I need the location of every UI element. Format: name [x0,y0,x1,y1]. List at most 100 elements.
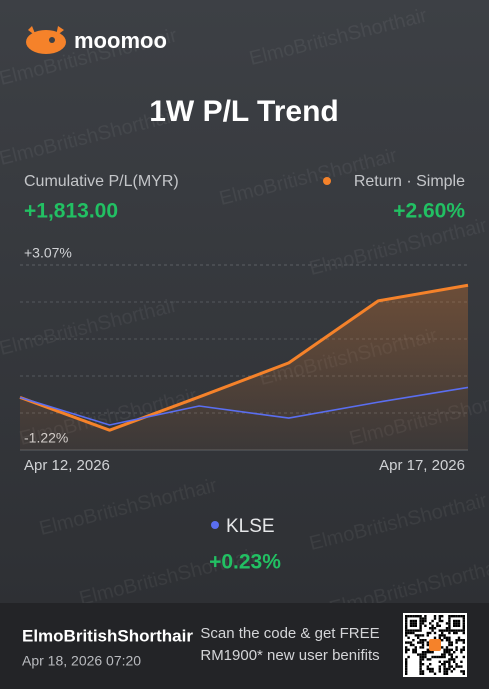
qr-module [448,624,451,627]
qr-module [457,636,461,639]
qr-module [405,617,408,620]
qr-module [412,629,415,632]
qr-module [419,634,422,637]
qr-module [407,636,410,639]
qr-module [419,667,422,671]
qr-module [443,648,446,651]
qr-module [419,615,422,618]
qr-module [453,615,456,618]
qr-module [419,619,422,623]
qr-module [438,629,441,632]
qr-module [443,636,446,639]
series-change: +2.60% [393,200,465,223]
qr-module [453,667,456,671]
qr-module [455,629,458,632]
qr-module [457,615,461,618]
qr-module [419,629,422,632]
timestamp: Apr 18, 2026 07:20 [22,653,141,669]
qr-module [409,619,413,623]
qr-module [450,665,453,668]
qr-code[interactable] [403,613,467,677]
qr-module [405,634,408,637]
qr-module [448,643,451,647]
qr-module [462,631,465,635]
qr-module [414,619,417,623]
logo [26,26,66,54]
qr-module [433,672,437,675]
qr-module [457,624,461,627]
qr-module [448,660,451,663]
qr-module [433,615,437,618]
qr-module [445,670,449,673]
qr-module [429,622,432,625]
qr-module [429,658,432,661]
qr-module [421,670,425,673]
qr-module [443,660,446,663]
qr-module [445,639,449,642]
qr-module [438,655,441,659]
qr-module [441,639,444,642]
qr-module [460,629,463,632]
qr-module [436,624,439,627]
qr-module [424,655,427,659]
qr-module [460,665,463,668]
qr-module [460,660,463,663]
qr-module [424,615,427,618]
series-change: +0.23% [209,551,281,574]
qr-module [455,648,458,651]
qr-module [405,660,408,663]
qr-module [426,648,429,651]
qr-module [421,641,425,644]
qr-module [441,615,444,618]
qr-module [462,670,465,673]
area [20,285,468,450]
qr-module [438,615,441,618]
qr-module [431,655,434,659]
qr-module [455,655,458,659]
qr-module [424,653,427,656]
legend-label: KLSE [226,516,275,537]
qr-module [419,670,422,673]
qr-module [429,663,432,666]
qr-module [414,648,417,651]
qr-module [431,667,434,671]
qr-module [424,651,427,654]
qr-logo [429,639,441,651]
qr-module [443,667,446,671]
qr-module [457,629,461,632]
qr-module [433,617,437,620]
qr-module [433,655,437,659]
qr-module [462,619,465,623]
qr-module [443,651,446,654]
qr-module [445,646,449,649]
qr-module [455,619,458,623]
qr-module [414,622,417,625]
qr-module [450,670,453,673]
qr-module [455,631,458,635]
qr-module [405,648,408,651]
x-tick-label: Apr 12, 2026 [24,457,110,474]
qr-module [448,631,451,635]
qr-module [419,622,422,625]
qr-module [448,667,451,671]
qr-module [405,670,408,673]
qr-module [409,615,413,618]
qr-module [450,648,453,651]
qr-module [462,655,465,659]
qr-module [462,627,465,630]
qr-module [443,672,446,675]
qr-module [453,658,456,661]
qr-module [419,627,422,630]
qr-module [462,617,465,620]
qr-module [405,631,408,635]
qr-module [455,622,458,625]
qr-module [460,639,463,642]
qr-module [419,672,422,675]
qr-module [450,641,453,644]
qr-module [414,651,417,654]
qr-module [462,624,465,627]
qr-module [462,622,465,625]
qr-module [457,665,461,668]
username: ElmoBritishShorthair [22,626,193,645]
qr-module [426,643,429,647]
